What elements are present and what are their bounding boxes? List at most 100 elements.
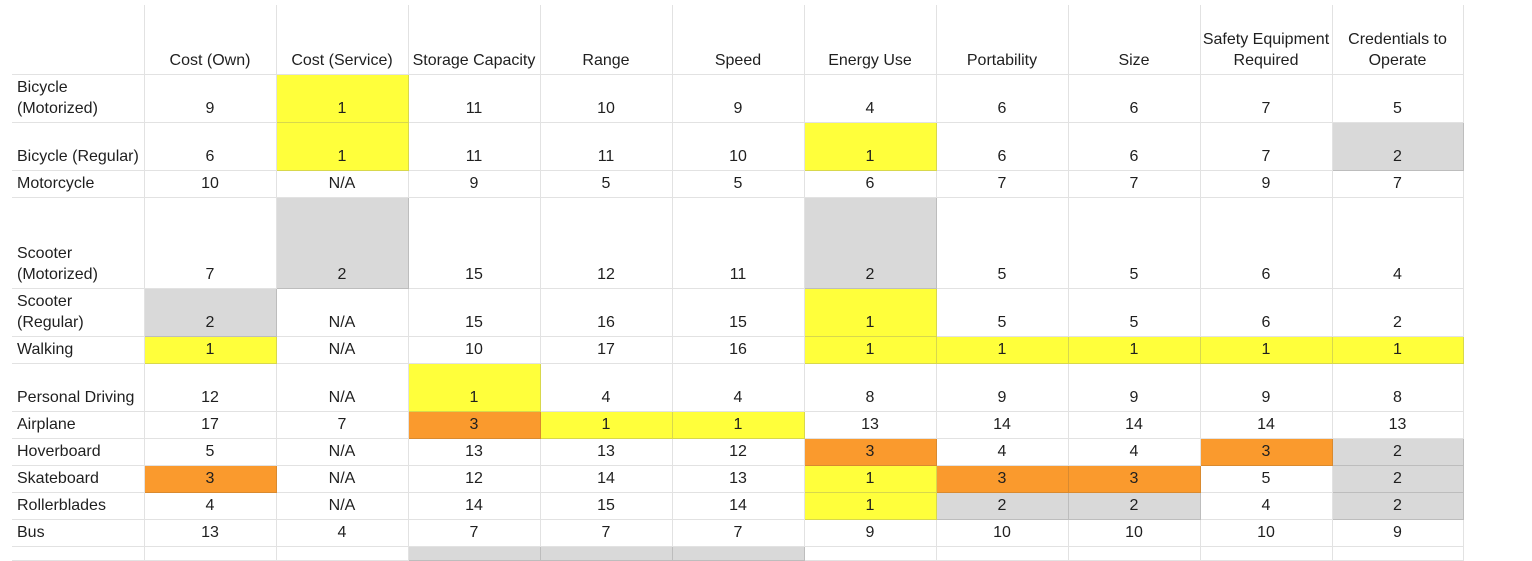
column-header-size[interactable]: Size (1067, 5, 1201, 75)
data-cell[interactable] (275, 545, 409, 561)
data-cell[interactable]: 11 (539, 121, 673, 171)
data-cell[interactable]: 10 (671, 121, 805, 171)
data-cell[interactable]: 1 (407, 362, 541, 412)
data-cell[interactable]: 1 (275, 73, 409, 123)
row-label-cell[interactable]: Scooter (Regular) (12, 287, 145, 337)
row-label-cell[interactable] (12, 545, 145, 561)
data-cell[interactable]: 9 (1331, 518, 1464, 547)
data-cell[interactable] (1067, 545, 1201, 561)
data-cell[interactable]: 7 (539, 518, 673, 547)
column-header-storage-capacity[interactable]: Storage Capacity (407, 5, 541, 75)
data-cell[interactable]: 10 (407, 335, 541, 364)
data-cell[interactable]: 12 (407, 464, 541, 493)
data-cell[interactable]: 5 (1331, 73, 1464, 123)
data-cell[interactable]: 9 (1199, 362, 1333, 412)
data-cell[interactable]: 5 (671, 169, 805, 198)
data-cell[interactable]: 11 (407, 73, 541, 123)
data-cell[interactable]: N/A (275, 362, 409, 412)
data-cell[interactable]: 1 (1199, 335, 1333, 364)
data-cell[interactable]: 3 (1067, 464, 1201, 493)
data-cell[interactable]: 4 (1199, 491, 1333, 520)
data-cell[interactable]: 7 (143, 196, 277, 289)
row-label-cell[interactable]: Hoverboard (12, 437, 145, 466)
data-cell[interactable]: 14 (935, 410, 1069, 439)
data-cell[interactable]: 13 (1331, 410, 1464, 439)
data-cell[interactable]: 9 (1067, 362, 1201, 412)
data-cell[interactable]: 4 (539, 362, 673, 412)
row-label-cell[interactable]: Personal Driving (12, 362, 145, 412)
column-header-credentials[interactable]: Credentials to Operate (1331, 5, 1464, 75)
data-cell[interactable]: 1 (143, 335, 277, 364)
data-cell[interactable]: 5 (935, 196, 1069, 289)
row-label-cell[interactable]: Bicycle (Regular) (12, 121, 145, 171)
data-cell[interactable]: 2 (1331, 437, 1464, 466)
data-cell[interactable]: 5 (539, 169, 673, 198)
data-cell[interactable]: 14 (1199, 410, 1333, 439)
row-label-cell[interactable]: Rollerblades (12, 491, 145, 520)
data-cell[interactable]: 1 (935, 335, 1069, 364)
data-cell[interactable]: 12 (539, 196, 673, 289)
data-cell[interactable]: 1 (803, 121, 937, 171)
data-cell[interactable]: 15 (671, 287, 805, 337)
column-header-portability[interactable]: Portability (935, 5, 1069, 75)
data-cell[interactable]: 6 (935, 121, 1069, 171)
data-cell[interactable]: 15 (407, 287, 541, 337)
data-cell[interactable]: 2 (1331, 121, 1464, 171)
data-cell[interactable]: 1 (1067, 335, 1201, 364)
data-cell[interactable]: 14 (1067, 410, 1201, 439)
data-cell[interactable]: 13 (407, 437, 541, 466)
data-cell[interactable] (1331, 545, 1464, 561)
data-cell[interactable]: 4 (275, 518, 409, 547)
data-cell[interactable]: 2 (1331, 287, 1464, 337)
data-cell[interactable] (539, 545, 673, 561)
data-cell[interactable]: 9 (407, 169, 541, 198)
column-header-cost-own[interactable]: Cost (Own) (143, 5, 277, 75)
row-label-cell[interactable]: Airplane (12, 410, 145, 439)
data-cell[interactable]: 6 (935, 73, 1069, 123)
data-cell[interactable]: 3 (407, 410, 541, 439)
data-cell[interactable]: 8 (803, 362, 937, 412)
data-cell[interactable]: 1 (671, 410, 805, 439)
data-cell[interactable]: 4 (671, 362, 805, 412)
data-cell[interactable]: 5 (1199, 464, 1333, 493)
data-cell[interactable]: 4 (143, 491, 277, 520)
data-cell[interactable]: N/A (275, 491, 409, 520)
row-label-cell[interactable]: Bus (12, 518, 145, 547)
data-cell[interactable]: 1 (1331, 335, 1464, 364)
data-cell[interactable]: 13 (143, 518, 277, 547)
data-cell[interactable]: 9 (671, 73, 805, 123)
data-cell[interactable]: 3 (143, 464, 277, 493)
data-cell[interactable]: 13 (539, 437, 673, 466)
data-cell[interactable]: 10 (1067, 518, 1201, 547)
data-cell[interactable] (143, 545, 277, 561)
data-cell[interactable]: 14 (539, 464, 673, 493)
data-cell[interactable]: 3 (935, 464, 1069, 493)
data-cell[interactable]: 15 (407, 196, 541, 289)
data-cell[interactable]: 6 (1199, 196, 1333, 289)
data-cell[interactable]: 11 (671, 196, 805, 289)
data-cell[interactable]: 1 (803, 287, 937, 337)
data-cell[interactable]: 6 (1067, 73, 1201, 123)
data-cell[interactable]: 1 (275, 121, 409, 171)
data-cell[interactable]: N/A (275, 169, 409, 198)
data-cell[interactable]: 6 (143, 121, 277, 171)
data-cell[interactable]: 7 (935, 169, 1069, 198)
data-cell[interactable]: 5 (143, 437, 277, 466)
data-cell[interactable]: 10 (539, 73, 673, 123)
data-cell[interactable]: N/A (275, 464, 409, 493)
data-cell[interactable]: 7 (1199, 121, 1333, 171)
data-cell[interactable]: 6 (803, 169, 937, 198)
row-label-cell[interactable]: Motorcycle (12, 169, 145, 198)
row-label-cell[interactable]: Skateboard (12, 464, 145, 493)
data-cell[interactable]: 10 (143, 169, 277, 198)
row-label-cell[interactable]: Walking (12, 335, 145, 364)
data-cell[interactable]: 4 (935, 437, 1069, 466)
data-cell[interactable]: 16 (539, 287, 673, 337)
data-cell[interactable]: 4 (1067, 437, 1201, 466)
data-cell[interactable]: 12 (143, 362, 277, 412)
corner-cell[interactable] (12, 5, 145, 75)
row-label-cell[interactable]: Bicycle (Motorized) (12, 73, 145, 123)
data-cell[interactable]: 9 (803, 518, 937, 547)
data-cell[interactable]: 7 (1331, 169, 1464, 198)
data-cell[interactable]: 3 (1199, 437, 1333, 466)
